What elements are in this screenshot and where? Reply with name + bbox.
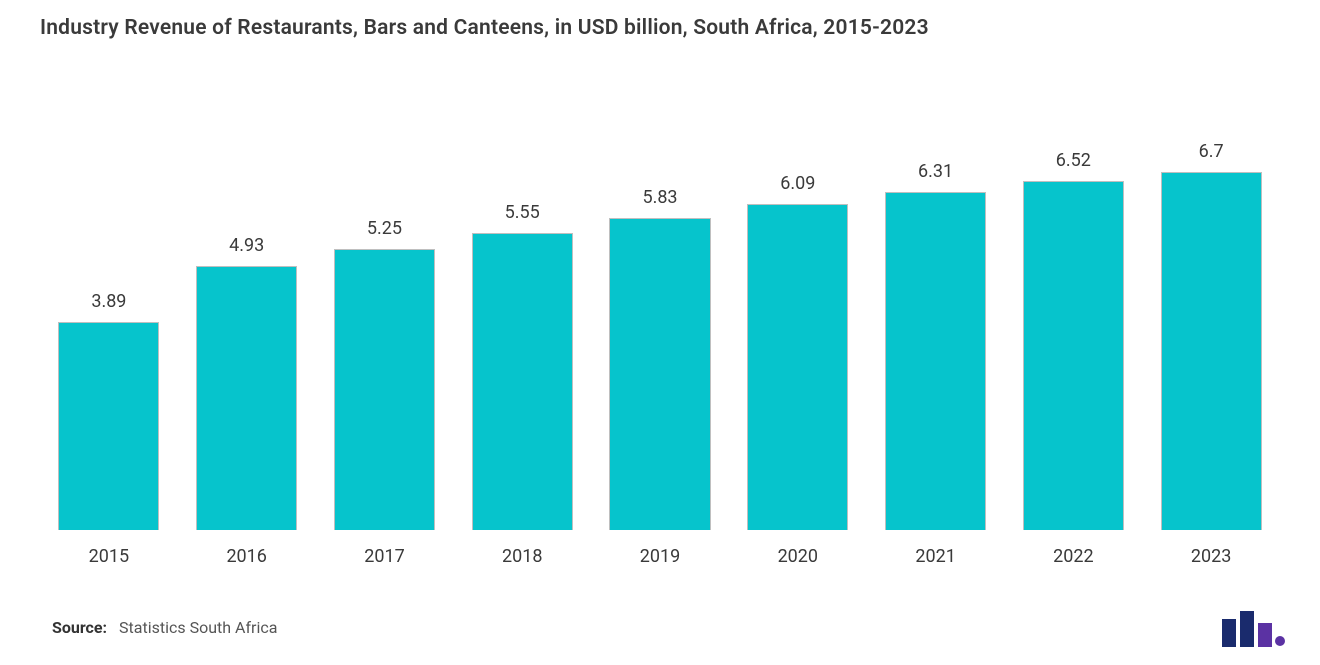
source-label: Source: [52,618,107,637]
bar-group: 3.89 4.93 5.25 5.55 5.83 6.09 6.31 6.52 6.7 [40,90,1280,531]
bar-slot: 6.09 [729,90,867,530]
bar [334,249,435,530]
bar-value-label: 6.09 [780,173,815,194]
source-text: Statistics South Africa [119,618,277,637]
x-tick-label: 2017 [316,534,454,567]
bar-value-label: 3.89 [91,291,126,312]
bar [58,322,159,530]
bar-slot: 6.52 [1004,90,1142,530]
bar-value-label: 6.31 [918,161,953,182]
bar-slot: 6.31 [867,90,1005,530]
bar [196,266,297,530]
x-tick-label: 2019 [591,534,729,567]
bar-value-label: 4.93 [229,235,264,256]
x-tick-label: 2018 [453,534,591,567]
brand-logo-icon [1220,607,1290,647]
bar-value-label: 5.83 [642,187,677,208]
x-tick-label: 2015 [40,534,178,567]
bar-value-label: 5.25 [367,218,402,239]
bar-slot: 6.7 [1142,90,1280,530]
bar-slot: 5.25 [316,90,454,530]
x-tick-label: 2022 [1004,534,1142,567]
bar [1161,172,1262,530]
bar [1023,181,1124,530]
chart-container: Industry Revenue of Restaurants, Bars an… [0,0,1320,665]
bar [609,218,710,530]
x-tick-label: 2020 [729,534,867,567]
bar-slot: 5.83 [591,90,729,530]
x-tick-label: 2023 [1142,534,1280,567]
chart-title: Industry Revenue of Restaurants, Bars an… [40,16,1280,40]
bar [472,233,573,530]
bar-value-label: 5.55 [505,202,540,223]
x-tick-label: 2021 [867,534,1005,567]
bar-slot: 5.55 [453,90,591,530]
bar-value-label: 6.7 [1199,141,1224,162]
x-tick-label: 2016 [178,534,316,567]
x-axis: 201520162017201820192020202120222023 [40,534,1280,567]
bar-value-label: 6.52 [1056,150,1091,171]
chart-plot-area: 3.89 4.93 5.25 5.55 5.83 6.09 6.31 6.52 6.7 [40,90,1280,530]
source-line: Source: Statistics South Africa [52,618,277,637]
bar-slot: 4.93 [178,90,316,530]
bar [885,192,986,530]
bar-slot: 3.89 [40,90,178,530]
bar [747,204,848,530]
